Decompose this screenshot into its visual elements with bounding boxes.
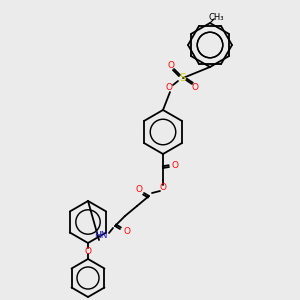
Text: O: O bbox=[124, 227, 130, 236]
Text: O: O bbox=[172, 161, 178, 170]
Text: O: O bbox=[160, 184, 167, 193]
Text: S: S bbox=[180, 73, 186, 83]
Text: O: O bbox=[191, 83, 199, 92]
Text: CH₃: CH₃ bbox=[208, 13, 224, 22]
Text: O: O bbox=[167, 61, 175, 70]
Text: O: O bbox=[136, 185, 142, 194]
Text: HN: HN bbox=[94, 232, 108, 241]
Text: O: O bbox=[166, 83, 172, 92]
Text: O: O bbox=[85, 247, 92, 256]
